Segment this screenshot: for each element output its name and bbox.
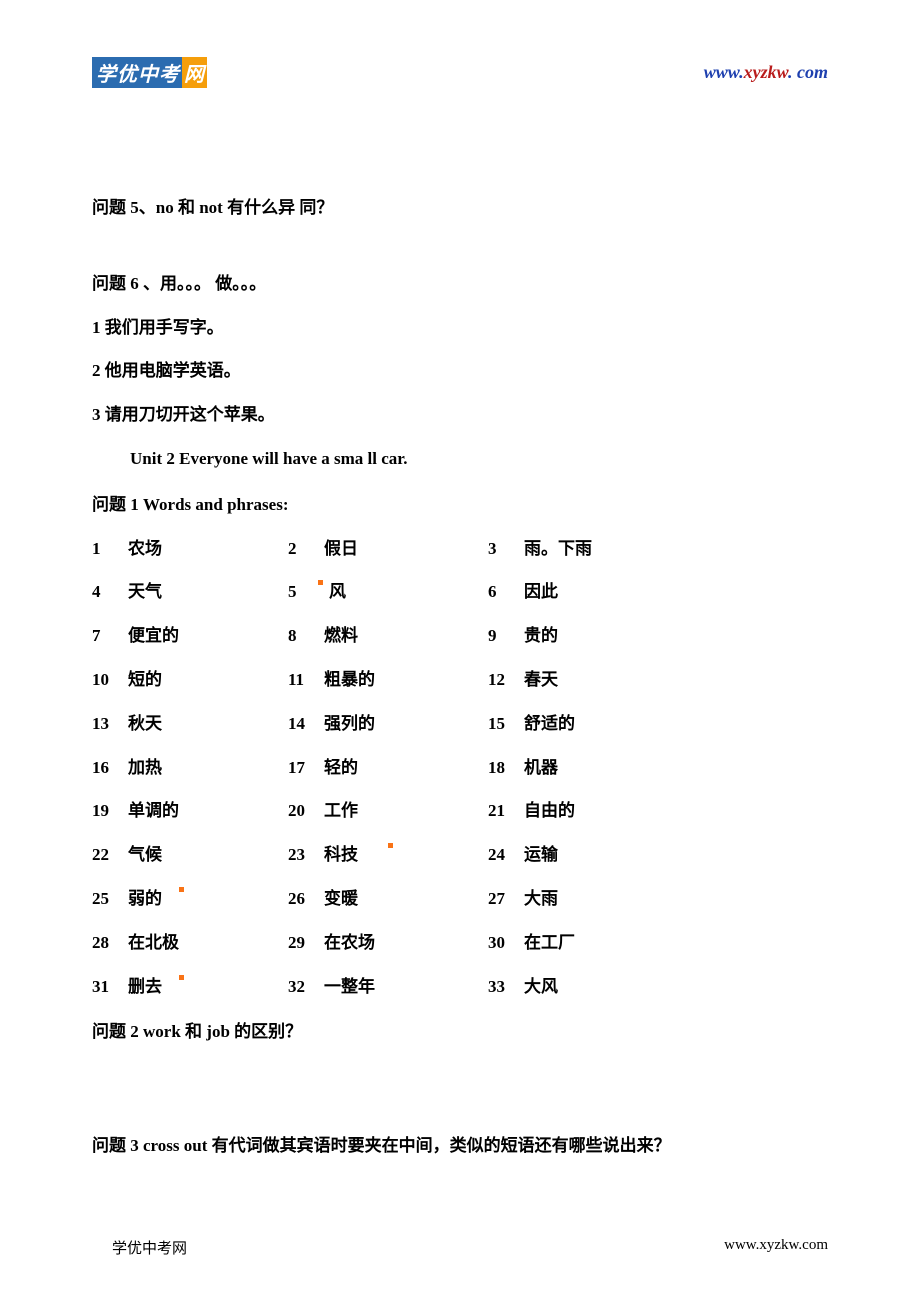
vocab-item: 24运输 [488,843,688,867]
vocab-item: 2假日 [288,537,488,561]
vocab-item: 6因此 [488,580,688,604]
q6-item-3: 3 请用刀切开这个苹果。 [92,403,828,427]
vocab-item: 19单调的 [92,799,288,823]
vocab-item: 26变暖 [288,887,488,911]
vocab-item: 7便宜的 [92,624,288,648]
vocab-item: 11粗暴的 [288,668,488,692]
url-prefix: www. [704,62,744,82]
unit-title: Unit 2 Everyone will have a sma ll car. [130,447,828,471]
site-logo: 学优中考网 [92,58,222,86]
vocab-item: 22气候 [92,843,288,867]
question-2: 问题 2 work 和 job 的区别？ [92,1020,828,1044]
vocab-item: 5风 [288,580,488,604]
vocab-item: 33大风 [488,975,688,999]
logo-text-blue: 学优中考 [92,57,184,88]
logo-text-orange: 网 [182,57,207,88]
url-mid: xyzkw [744,62,788,82]
vocab-grid: 1农场 2假日 3雨。下雨 4天气 5风 6因此 7便宜的 8燃料 9贵的 10… [92,537,828,999]
footer-right: www.xyzkw.com [724,1237,828,1258]
vocab-item: 3雨。下雨 [488,537,688,561]
marker-dot [388,843,393,848]
vocab-item: 4天气 [92,580,288,604]
vocab-item: 8燃料 [288,624,488,648]
page-footer: 学优中考网 www.xyzkw.com [112,1237,828,1258]
vocab-item: 1农场 [92,537,288,561]
page-header: 学优中考网 www.xyzkw. com [92,58,828,86]
vocab-item: 12春天 [488,668,688,692]
vocab-item: 18机器 [488,756,688,780]
vocab-item: 9贵的 [488,624,688,648]
vocab-item: 28在北极 [92,931,288,955]
vocab-item: 32一整年 [288,975,488,999]
question-6-title: 问题 6 、用。。。 做。。。 [92,272,828,296]
vocab-item: 29在农场 [288,931,488,955]
vocab-item: 16加热 [92,756,288,780]
url-suffix: . com [788,62,828,82]
question-1-title: 问题 1 Words and phrases: [92,493,828,517]
footer-left: 学优中考网 [112,1237,187,1258]
vocab-item: 13秋天 [92,712,288,736]
vocab-item: 10短的 [92,668,288,692]
vocab-item: 15舒适的 [488,712,688,736]
vocab-item: 31删去 [92,975,288,999]
vocab-item: 25弱的 [92,887,288,911]
vocab-item: 17轻的 [288,756,488,780]
marker-dot [179,975,184,980]
q6-item-2: 2 他用电脑学英语。 [92,359,828,383]
document-body: 问题 5、no 和 not 有什么异 同？ 问题 6 、用。。。 做。。。 1 … [92,196,828,1158]
question-5: 问题 5、no 和 not 有什么异 同？ [92,196,828,220]
q6-item-1: 1 我们用手写字。 [92,316,828,340]
header-url: www.xyzkw. com [704,62,828,83]
vocab-item: 14强列的 [288,712,488,736]
marker-dot [179,887,184,892]
vocab-item: 27大雨 [488,887,688,911]
question-3: 问题 3 cross out 有代词做其宾语时要夹在中间，类似的短语还有哪些说出… [92,1134,828,1158]
vocab-item: 20工作 [288,799,488,823]
vocab-item: 30在工厂 [488,931,688,955]
vocab-item: 21自由的 [488,799,688,823]
vocab-item: 23科技 [288,843,488,867]
